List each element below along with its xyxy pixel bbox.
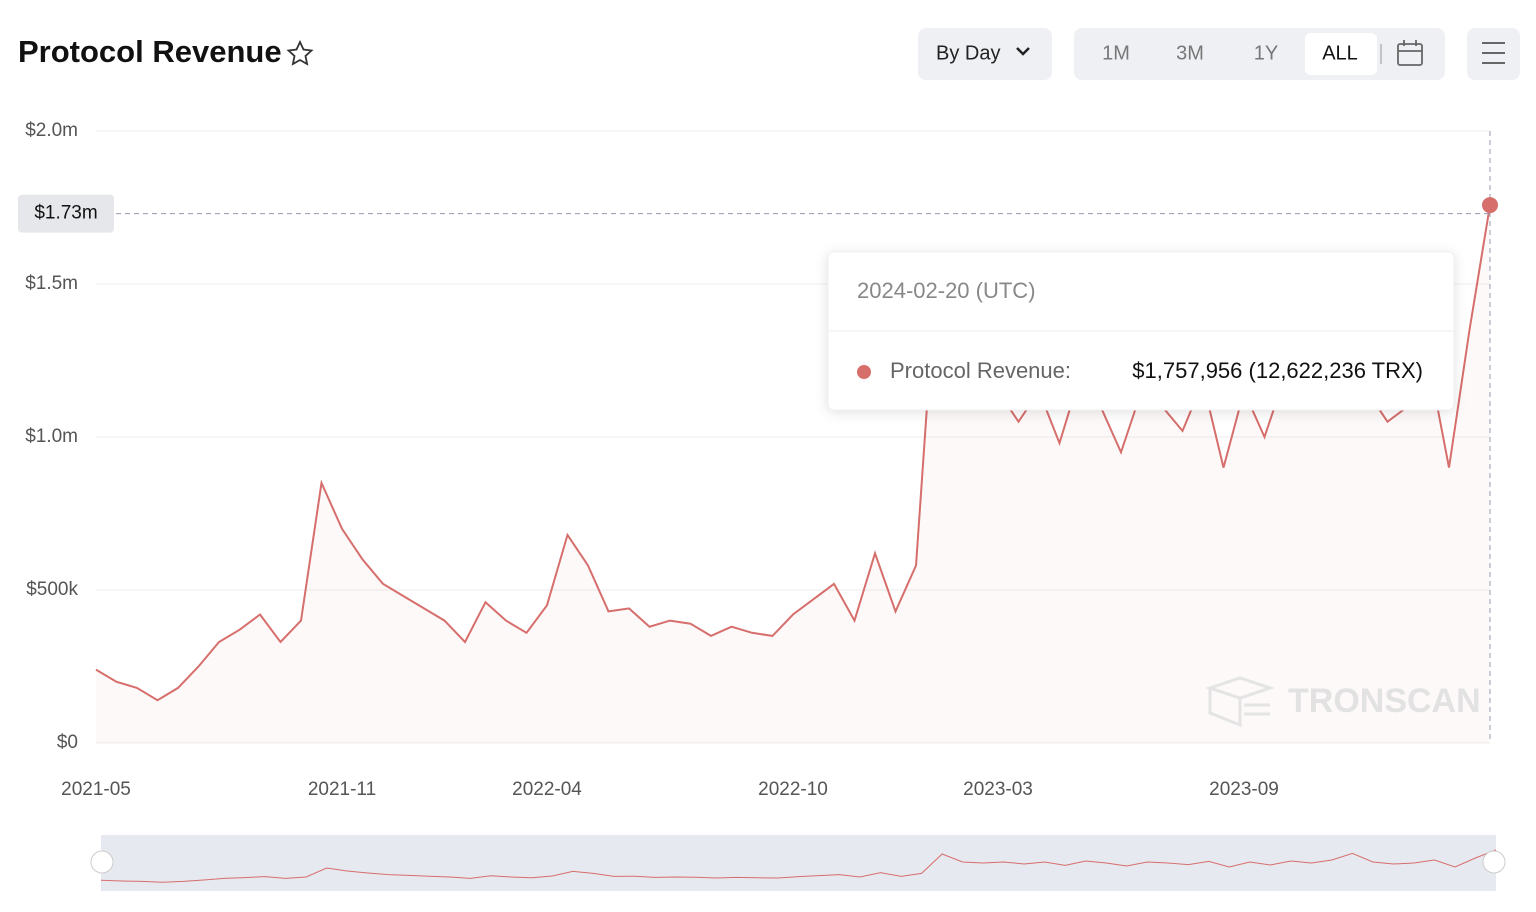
hover-dot [1482,197,1498,214]
y-tick-label: $2.0m [25,120,78,141]
zoom-handle[interactable] [1482,850,1506,874]
x-tick-label: 2021-05 [61,779,131,800]
calendar-icon[interactable] [1397,40,1423,66]
x-tick-label: 2021-11 [308,779,376,800]
watermark-logo [1205,676,1275,728]
page-title: Protocol Revenue [18,34,282,69]
tooltip-value: $1,757,956 (12,622,236 TRX) [1132,358,1423,383]
tooltip: 2024-02-20 (UTC) Protocol Revenue: $1,757,… [827,251,1455,411]
x-tick-label: 2022-10 [758,779,828,800]
x-tick-label: 2023-03 [963,779,1033,800]
tooltip-date: 2024-02-20 (UTC) [857,278,1036,303]
zoom-handle[interactable] [90,850,114,874]
granularity-label: By Day [936,42,1000,64]
range-button[interactable]: 1Y [1254,42,1278,64]
overview-line [100,849,1497,883]
line [95,204,1491,702]
area [96,205,1490,744]
watermark: TRONSCAN [1288,682,1481,720]
tooltip-swatch [857,365,871,379]
menu-icon [1482,42,1505,64]
range-button[interactable]: 1M [1102,42,1130,64]
range-button[interactable]: 3M [1176,42,1204,64]
tooltip-series: Protocol Revenue: [890,358,1071,383]
pointer-badge [18,194,114,233]
zoom-slider[interactable] [101,835,1496,891]
y-tick-label: $0 [57,732,78,753]
pointer-label: $1.73m [34,203,97,224]
x-tick-label: 2023-09 [1209,779,1279,800]
y-tick-label: $1.0m [25,426,78,447]
dropdown-caret [1016,47,1030,56]
favorite-star[interactable] [286,39,314,66]
y-tick-label: $500k [26,579,78,600]
granularity-dropdown[interactable] [918,28,1052,80]
y-tick-label: $1.5m [25,273,78,294]
x-tick-label: 2022-04 [512,779,582,800]
plot: $0 $500k $1.0m $1.5m $2.0m 2021-05 2021-11 2022… [25,120,1491,800]
range-selected [1305,33,1377,75]
range-button[interactable]: ALL [1322,42,1358,64]
